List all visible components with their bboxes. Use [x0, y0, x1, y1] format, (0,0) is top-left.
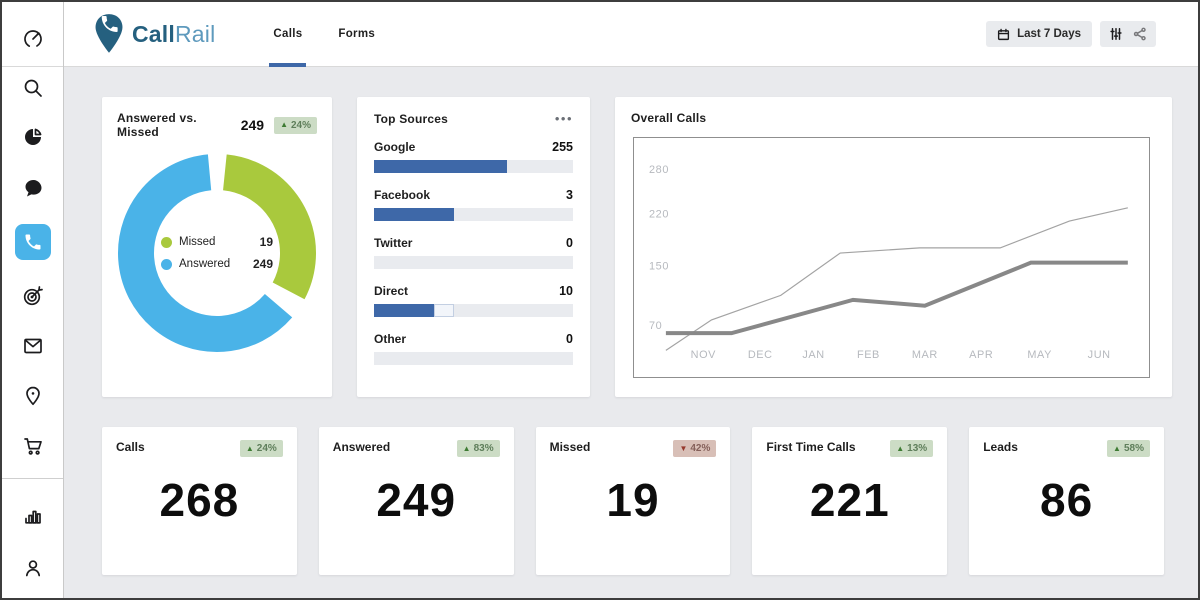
legend-value: 19 [259, 235, 273, 249]
trend-badge: ▲ 13% [890, 440, 934, 457]
calendar-icon [997, 28, 1010, 40]
stat-card-missed: Missed ▼ 42% 19 [535, 427, 731, 575]
stat-card-answered: Answered ▲ 83% 249 [318, 427, 514, 575]
line-series-series2 [665, 260, 1128, 336]
x-axis-tick: JUN [1088, 349, 1111, 361]
tab-forms[interactable]: Forms [338, 28, 376, 40]
location-icon[interactable] [15, 378, 51, 414]
mail-icon[interactable] [15, 328, 51, 364]
nav-tabs: Calls Forms [255, 2, 393, 67]
donut-total-value: 249 [240, 117, 265, 133]
target-icon[interactable] [15, 278, 51, 314]
source-bar [374, 304, 573, 317]
stat-value: 86 [1040, 474, 1094, 526]
stats-row: Calls ▲ 24% 268 Answered ▲ 83% 249 Missed … [102, 427, 1164, 575]
pie-chart-icon[interactable] [15, 119, 51, 155]
donut-slice-missed [118, 154, 316, 352]
donut-slice-answered [118, 154, 316, 352]
stat-label: Leads [983, 440, 1018, 454]
source-bar [374, 208, 573, 221]
source-row-google: Google 255 [374, 140, 573, 173]
y-axis-tick: 70 [649, 320, 662, 332]
x-axis-tick: NOV [691, 349, 717, 361]
sidebar [2, 2, 64, 598]
share-icon[interactable] [1133, 27, 1147, 41]
line-series-series1 [665, 207, 1128, 351]
source-bar [374, 256, 573, 269]
donut-chart: Missed 19 Answered 249 [117, 153, 317, 353]
bar-chart-icon[interactable] [15, 498, 51, 534]
source-row-other: Other 0 [374, 332, 573, 365]
tab-calls[interactable]: Calls [255, 2, 320, 67]
legend-value: 249 [252, 257, 273, 271]
overall-calls-chart: 280 220 150 70 NOV DEC JAN FEB MAR APR MAY JUN [633, 137, 1150, 378]
source-bar [374, 160, 573, 173]
stat-card-first-time-calls: First Time Calls ▲ 13% 221 [752, 427, 948, 575]
x-axis-tick: DEC [748, 349, 773, 361]
stat-label: First Time Calls [766, 440, 856, 454]
x-axis-tick: APR [969, 349, 993, 361]
source-row-facebook: Facebook 3 [374, 188, 573, 221]
x-axis-tick: JAN [802, 349, 824, 361]
x-axis-tick: MAY [1027, 349, 1052, 361]
overall-calls-card: Overall Calls 280 220 150 70 NOV DEC JAN FEB MAR… [615, 97, 1172, 397]
overflow-menu-icon[interactable]: ••• [554, 110, 573, 126]
answered-vs-missed-card: Answered vs. Missed 249 ▲ 24% Missed 19 A… [102, 97, 332, 397]
trend-badge: ▲ 58% [1107, 440, 1150, 457]
logo-text: CallRail [132, 20, 216, 47]
trend-badge: ▼ 42% [673, 440, 717, 457]
stat-label: Missed [549, 440, 591, 454]
trend-badge: ▲ 83% [456, 440, 500, 457]
filter-share-buttons [1100, 21, 1156, 47]
user-icon[interactable] [15, 550, 51, 586]
legend-dot-answered [161, 258, 172, 270]
source-row-direct: Direct 10 [374, 284, 573, 317]
topbar-actions: Last 7 Days [986, 21, 1156, 47]
stat-value: 221 [809, 474, 890, 526]
stat-label: Calls [116, 440, 145, 454]
legend-item-missed: Missed 19 [161, 235, 273, 249]
date-range-button[interactable]: Last 7 Days [986, 21, 1092, 47]
legend-label: Answered [179, 258, 231, 270]
chat-icon[interactable] [15, 170, 51, 206]
sidebar-divider-bottom [2, 478, 63, 479]
phone-icon[interactable] [14, 224, 51, 260]
legend-item-answered: Answered 249 [161, 257, 273, 271]
donut-legend: Missed 19 Answered 249 [161, 235, 273, 271]
sidebar-divider-top [2, 66, 63, 67]
legend-dot-missed [161, 236, 172, 248]
x-axis-tick: MAR [912, 349, 938, 361]
callrail-logo[interactable]: CallRail [92, 12, 215, 56]
stat-card-calls: Calls ▲ 24% 268 [102, 427, 297, 575]
legend-label: Missed [179, 236, 216, 248]
trend-badge: ▲ 24% [274, 116, 317, 134]
stat-value: 268 [159, 474, 240, 526]
cart-icon[interactable] [15, 428, 51, 464]
card-title: Top Sources [374, 112, 448, 126]
source-row-twitter: Twitter 0 [374, 236, 573, 269]
y-axis-tick: 220 [649, 209, 669, 221]
source-bar [374, 352, 573, 365]
card-title: Answered vs. Missed [117, 111, 197, 139]
callrail-pin-icon [95, 14, 123, 53]
search-icon[interactable] [15, 70, 51, 106]
card-title: Overall Calls [631, 111, 707, 125]
y-axis-tick: 150 [649, 261, 669, 273]
date-range-label: Last 7 Days [1017, 28, 1081, 40]
stat-value: 249 [376, 474, 457, 526]
top-sources-card: Top Sources ••• Google 255 Facebook 3 Twit… [357, 97, 590, 397]
filter-sliders-icon[interactable] [1109, 27, 1123, 41]
stat-card-leads: Leads ▲ 58% 86 [969, 427, 1164, 575]
gauge-icon[interactable] [15, 20, 51, 56]
topbar: CallRail Calls Forms Last 7 Days [64, 2, 1198, 67]
x-axis-tick: FEB [857, 349, 880, 361]
trend-badge: ▲ 24% [239, 440, 283, 457]
stat-value: 19 [606, 474, 660, 526]
y-axis-tick: 280 [649, 164, 669, 176]
stat-label: Answered [332, 440, 391, 454]
